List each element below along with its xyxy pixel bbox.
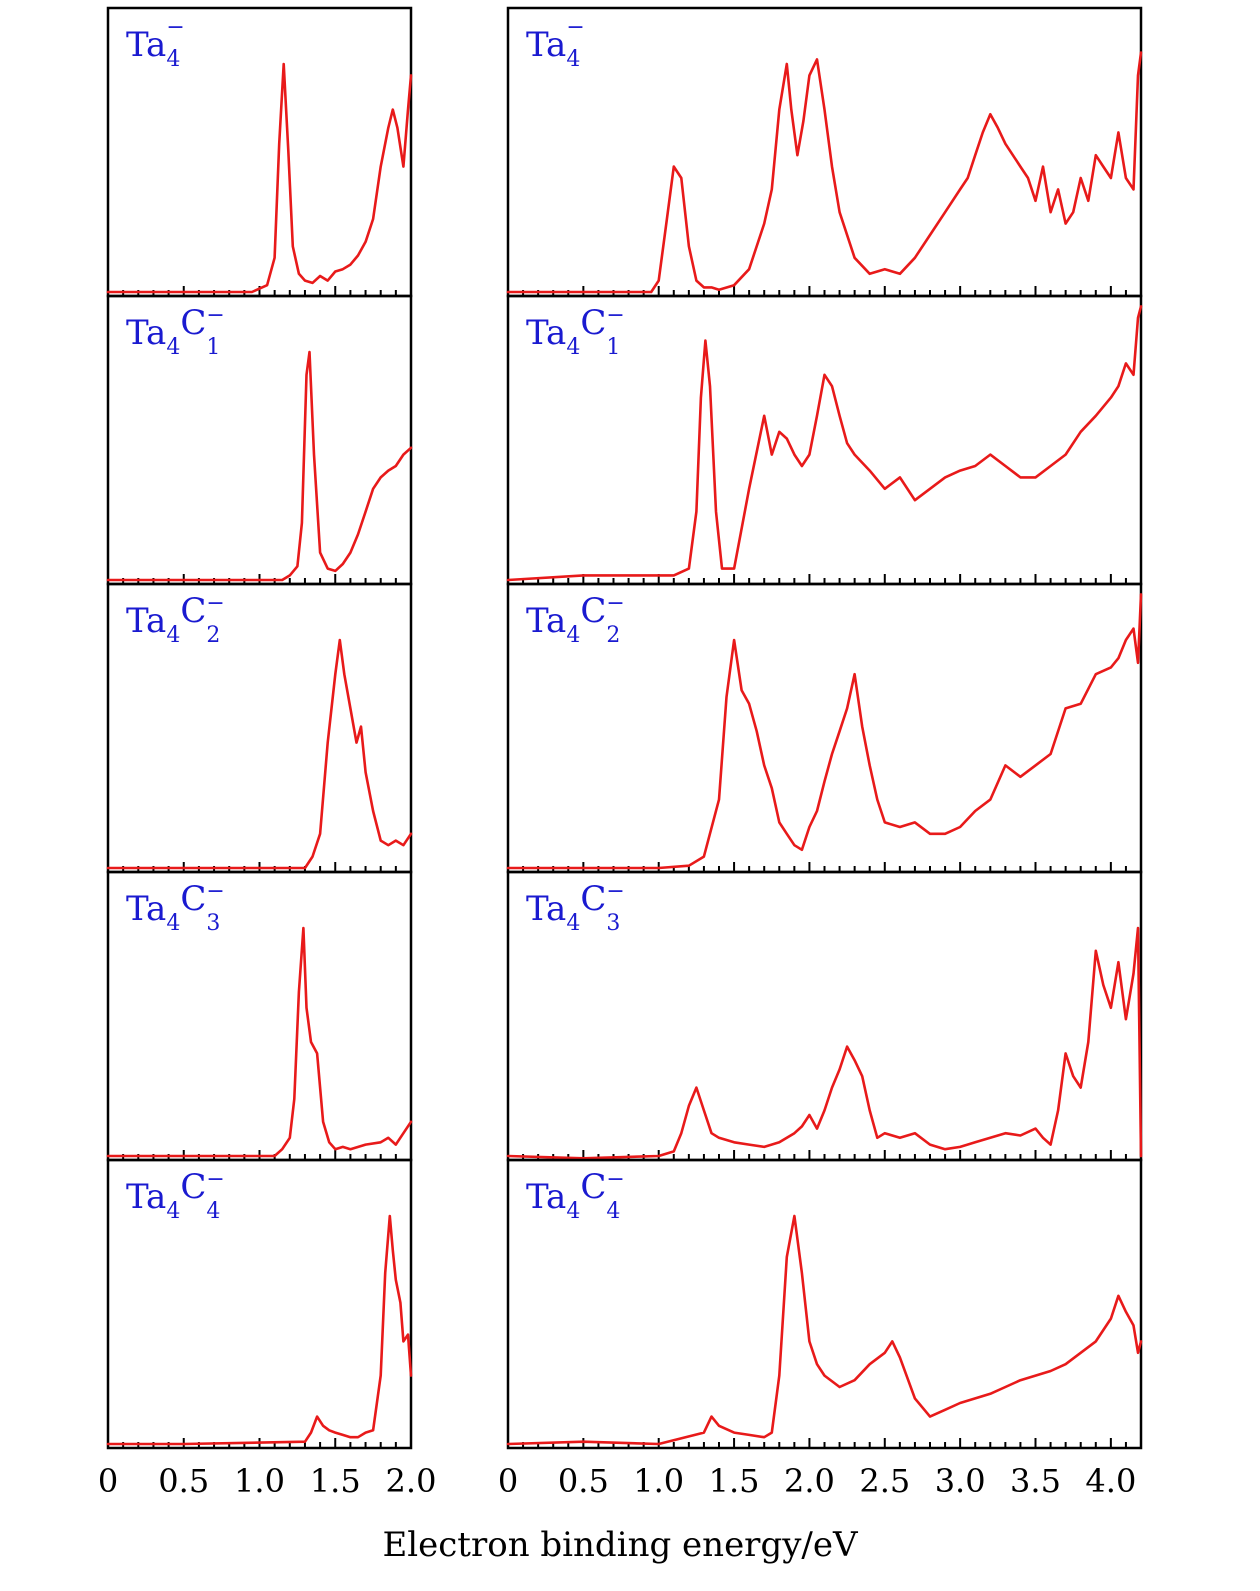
species-label: Ta4C2 bbox=[126, 591, 220, 648]
x-tick-label: 3.5 bbox=[1010, 1462, 1061, 1500]
x-tick-label: 1.0 bbox=[234, 1462, 285, 1500]
species-charge: − bbox=[206, 1167, 224, 1192]
species-charge: − bbox=[606, 879, 624, 904]
species-label: Ta4 bbox=[126, 25, 180, 72]
x-tick-label: 0.5 bbox=[158, 1462, 209, 1500]
spectrum-line bbox=[506, 926, 1143, 1160]
spectrum-line bbox=[506, 305, 1143, 582]
panel-r5-c2: Ta4C4− bbox=[506, 1158, 1143, 1450]
panel-r1-c2: Ta4− bbox=[506, 6, 1143, 298]
panel-r3-c2: Ta4C2− bbox=[506, 582, 1143, 874]
x-tick-label: 4.0 bbox=[1085, 1462, 1136, 1500]
panel-frame bbox=[506, 6, 1143, 298]
spectrum-line bbox=[506, 593, 1143, 870]
spectrum-line bbox=[106, 1214, 413, 1446]
panels: Ta4− Ta4−Ta4C1− Ta4C1−Ta4C2− Ta4C2−Ta4C3− Ta… bbox=[106, 6, 1143, 1450]
x-tick-label: 1.0 bbox=[633, 1462, 684, 1500]
species-charge: − bbox=[206, 879, 224, 904]
species-label: Ta4C4 bbox=[126, 1167, 220, 1224]
x-tick-label: 0 bbox=[498, 1462, 518, 1500]
species-label: Ta4C1 bbox=[526, 303, 620, 360]
species-label: Ta4C1 bbox=[126, 303, 220, 360]
x-axis-title: Electron binding energy/eV bbox=[382, 1525, 859, 1565]
species-charge: − bbox=[606, 303, 624, 328]
x-tick-label: 0.5 bbox=[558, 1462, 609, 1500]
panel-r3-c1: Ta4C2− bbox=[106, 582, 413, 874]
panel-r4-c1: Ta4C3− bbox=[106, 870, 413, 1162]
x-tick-label: 1.5 bbox=[310, 1462, 361, 1500]
panel-r5-c1: Ta4C4− bbox=[106, 1158, 413, 1450]
spectrum-line bbox=[506, 51, 1143, 294]
species-label: Ta4C3 bbox=[126, 879, 220, 936]
panel-r1-c1: Ta4− bbox=[106, 6, 413, 298]
species-charge: − bbox=[606, 1167, 624, 1192]
x-tick-label: 2.0 bbox=[386, 1462, 437, 1500]
x-axis-tick-labels: 0 0.5 1.0 1.5 2.0 0 0.5 1.0 1.5 2.0 2.5 3.0 3.5 4.0 bbox=[98, 1462, 1136, 1500]
species-label: Ta4C3 bbox=[526, 879, 620, 936]
x-tick-label: 0 bbox=[98, 1462, 118, 1500]
x-tick-label: 2.5 bbox=[859, 1462, 910, 1500]
spectrum-line bbox=[106, 926, 413, 1158]
species-charge: − bbox=[206, 303, 224, 328]
spectrum-line bbox=[106, 62, 413, 294]
species-label: Ta4C2 bbox=[526, 591, 620, 648]
spectrum-line bbox=[106, 638, 413, 870]
x-tick-label: 3.0 bbox=[935, 1462, 986, 1500]
spectrum-line bbox=[506, 1214, 1143, 1446]
species-label: Ta4 bbox=[526, 25, 580, 72]
x-tick-label: 2.0 bbox=[784, 1462, 835, 1500]
species-charge: − bbox=[206, 591, 224, 616]
spectrum-line bbox=[106, 350, 413, 582]
species-charge: − bbox=[166, 15, 184, 40]
panel-r2-c1: Ta4C1− bbox=[106, 294, 413, 586]
species-charge: − bbox=[566, 15, 584, 40]
species-label: Ta4C4 bbox=[526, 1167, 620, 1224]
species-charge: − bbox=[606, 591, 624, 616]
panel-r2-c2: Ta4C1− bbox=[506, 294, 1143, 586]
panel-r4-c2: Ta4C3− bbox=[506, 870, 1143, 1162]
x-tick-label: 1.5 bbox=[709, 1462, 760, 1500]
